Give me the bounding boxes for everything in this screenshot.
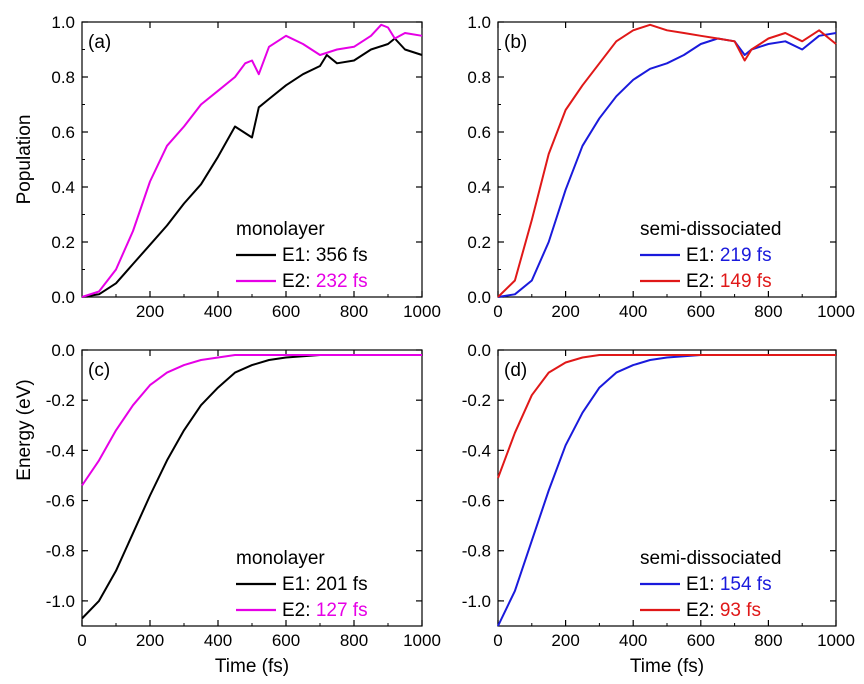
series-line-e2	[497, 354, 836, 479]
y-tick-label: 0.2	[467, 233, 491, 252]
y-axis-title: Population	[14, 115, 35, 205]
legend-entry: E1: 154 fs	[686, 574, 772, 595]
panel-label: (a)	[88, 32, 111, 53]
panel-label: (b)	[504, 32, 527, 53]
x-tick-label: 200	[551, 631, 579, 650]
y-tick-label: 0.2	[51, 233, 75, 252]
legend-entry: E2: 232 fs	[282, 271, 368, 292]
series-line-e1	[497, 354, 836, 627]
x-tick-label: 0	[493, 631, 502, 650]
y-tick-label: 0.8	[51, 68, 75, 87]
x-tick-label: 200	[551, 302, 579, 321]
series-line-e1	[497, 32, 837, 298]
legend-entry-value: 356 fs	[316, 245, 368, 266]
y-tick-label: -0.6	[462, 492, 491, 511]
x-tick-label: 200	[136, 631, 164, 650]
x-tick-label: 400	[619, 631, 647, 650]
y-tick-label: 0.8	[467, 68, 491, 87]
x-tick-label: 400	[619, 302, 647, 321]
y-tick-label: -0.8	[462, 542, 491, 561]
y-tick-label: -1.0	[462, 592, 491, 611]
y-tick-label: 0.0	[467, 341, 491, 360]
x-tick-label: 0	[493, 302, 502, 321]
y-tick-label: 0.4	[467, 178, 491, 197]
x-tick-label: 1000	[403, 631, 441, 650]
legend-entry: E1: 356 fs	[282, 245, 368, 266]
series-line-e1	[81, 354, 422, 620]
y-tick-label: -0.2	[462, 391, 491, 410]
y-tick-label: 0.6	[51, 123, 75, 142]
x-axis-title: Time (fs)	[630, 656, 704, 677]
panel-a: 200 400 600 800 1000 0.0 0.2 0.4 0.6 0.8 1.0 Popula…	[14, 13, 441, 321]
series-line-e2	[81, 23, 423, 298]
y-tick-label: -0.6	[46, 492, 75, 511]
legend-entry: E2: 127 fs	[282, 600, 368, 621]
x-tick-label: 600	[687, 302, 715, 321]
legend-entry-value: 93 fs	[720, 600, 761, 621]
y-tick-label: 0.0	[51, 341, 75, 360]
panel-c: 0 200 400 600 800 1000 0.0 -0.2 -0.4 -0.6 -0.8 -1.0…	[14, 341, 441, 677]
legend-entry-name: E2:	[686, 600, 720, 621]
x-tick-label: 600	[272, 302, 300, 321]
legend-entry-name: E2:	[282, 600, 316, 621]
legend-entry-name: E2:	[686, 271, 720, 292]
x-tick-label: 800	[340, 302, 368, 321]
legend-title: semi-dissociated	[640, 219, 782, 240]
series-line-e1	[81, 37, 423, 298]
legend-entry-name: E1:	[686, 245, 720, 266]
panel-label: (c)	[88, 360, 110, 381]
legend-entry-value: 201 fs	[316, 574, 368, 595]
legend-entry-name: E1:	[686, 574, 720, 595]
legend-entry-value: 127 fs	[316, 600, 368, 621]
y-tick-label: 0.0	[51, 288, 75, 307]
legend-entry-name: E1:	[282, 574, 316, 595]
legend-entry: E2: 149 fs	[686, 271, 772, 292]
y-axis-title: Energy (eV)	[14, 379, 35, 480]
legend-entry: E2: 93 fs	[686, 600, 761, 621]
y-tick-label: 1.0	[467, 13, 491, 32]
y-tick-label: 0.6	[467, 123, 491, 142]
legend-entry-value: 232 fs	[316, 271, 368, 292]
y-tick-label: -0.4	[46, 441, 75, 460]
series-line-e2	[81, 354, 422, 487]
legend-title: monolayer	[236, 548, 325, 569]
legend-entry-name: E2:	[282, 271, 316, 292]
x-tick-label: 1000	[403, 302, 441, 321]
legend-title: semi-dissociated	[640, 548, 782, 569]
y-tick-label: -1.0	[46, 592, 75, 611]
x-tick-label: 200	[136, 302, 164, 321]
legend-title: monolayer	[236, 219, 325, 240]
panel-d: 0 200 400 600 800 1000 0.0 -0.2 -0.4 -0.6 -0.8 -1.0…	[462, 341, 855, 677]
x-tick-label: 1000	[817, 302, 855, 321]
x-tick-label: 800	[754, 631, 782, 650]
x-tick-label: 600	[272, 631, 300, 650]
x-axis-title: Time (fs)	[215, 656, 289, 677]
x-tick-label: 400	[204, 302, 232, 321]
legend-entry-value: 219 fs	[720, 245, 772, 266]
panel-b: 0 200 400 600 800 1000 0.0 0.2 0.4 0.6 0.8 1.0 (b) se…	[467, 13, 855, 321]
y-tick-label: -0.4	[462, 441, 491, 460]
y-tick-label: 0.4	[51, 178, 75, 197]
legend-entry-name: E1:	[282, 245, 316, 266]
legend-entry: E1: 219 fs	[686, 245, 772, 266]
legend-entry-value: 154 fs	[720, 574, 772, 595]
x-tick-label: 1000	[817, 631, 855, 650]
y-tick-label: 0.0	[467, 288, 491, 307]
series-line-e2	[497, 23, 837, 298]
x-tick-label: 0	[77, 631, 86, 650]
legend-entry-value: 149 fs	[720, 271, 772, 292]
panel-label: (d)	[504, 360, 527, 381]
x-tick-label: 800	[754, 302, 782, 321]
legend-entry: E1: 201 fs	[282, 574, 368, 595]
x-tick-label: 800	[340, 631, 368, 650]
x-tick-label: 400	[204, 631, 232, 650]
x-tick-label: 600	[687, 631, 715, 650]
y-tick-label: 1.0	[51, 13, 75, 32]
y-tick-label: -0.2	[46, 391, 75, 410]
y-tick-label: -0.8	[46, 542, 75, 561]
